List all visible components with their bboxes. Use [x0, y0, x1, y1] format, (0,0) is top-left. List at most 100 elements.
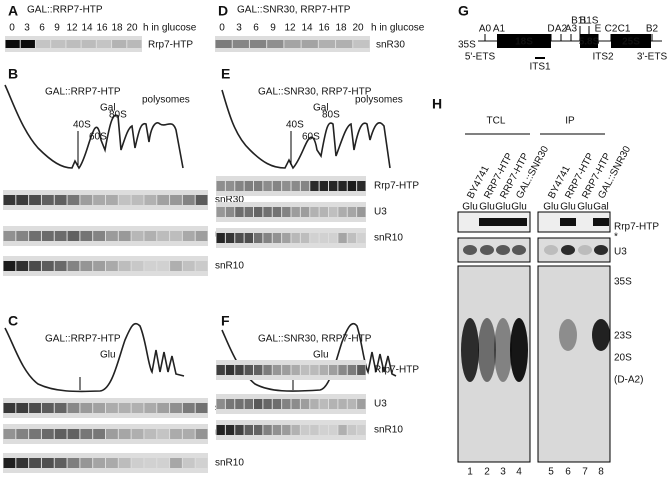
- band: [157, 231, 170, 241]
- smear: [576, 319, 594, 351]
- medium-label: Gal: [593, 202, 609, 213]
- band: [254, 207, 263, 217]
- band: [338, 365, 347, 375]
- site-label: C1: [618, 24, 631, 35]
- band: [127, 40, 142, 48]
- mature-rrna: 18S: [515, 37, 533, 48]
- band: [3, 231, 16, 241]
- blot-label: U3: [374, 207, 387, 218]
- site-label: A0: [479, 24, 492, 35]
- box-25s: [611, 34, 651, 48]
- medium-label: Glu: [511, 202, 527, 213]
- band: [29, 458, 41, 468]
- spacer-label: ITS1: [529, 62, 551, 73]
- band: [80, 403, 93, 413]
- lane-number: 3: [500, 467, 506, 478]
- blot: [216, 176, 366, 196]
- band: [235, 233, 244, 243]
- band: [272, 233, 282, 243]
- band: [310, 181, 319, 191]
- peak-label: 60S: [89, 132, 107, 143]
- band: [263, 233, 272, 243]
- band: [300, 233, 310, 243]
- condition: Gal: [313, 103, 329, 114]
- band: [144, 231, 157, 241]
- band: [300, 425, 310, 435]
- band: [67, 429, 80, 439]
- timepoint: 6: [253, 23, 259, 34]
- band: [300, 207, 310, 217]
- site-label: A2: [555, 24, 568, 35]
- band: [106, 261, 118, 271]
- band: [216, 207, 225, 217]
- band: [329, 233, 338, 243]
- band: [118, 195, 131, 205]
- site-label: B1S: [580, 16, 599, 27]
- band: [272, 399, 282, 409]
- timepoint: 18: [111, 23, 123, 34]
- band: [67, 458, 80, 468]
- gel: [537, 265, 611, 463]
- blot: [215, 36, 370, 52]
- band: [235, 207, 244, 217]
- band: [118, 458, 131, 468]
- band: [41, 458, 54, 468]
- timepoint: 18: [335, 23, 347, 34]
- band: [244, 425, 253, 435]
- band: [272, 365, 282, 375]
- band: [225, 399, 235, 409]
- blot-label: Rrp7-HTP: [148, 40, 193, 51]
- peak-label: 80S: [109, 110, 127, 121]
- band: [106, 195, 118, 205]
- band: [67, 261, 80, 271]
- band: [182, 261, 195, 271]
- profile-b: [4, 84, 184, 170]
- smear: [461, 318, 479, 382]
- panel-letter: E: [221, 66, 230, 82]
- band: [118, 261, 131, 271]
- band: [291, 233, 300, 243]
- timepoint: 3: [236, 23, 242, 34]
- band: [319, 399, 328, 409]
- medium-label: Glu: [543, 202, 559, 213]
- band: [54, 429, 67, 439]
- blot: [3, 424, 208, 444]
- band: [216, 365, 225, 375]
- band: [157, 429, 170, 439]
- band: [195, 429, 208, 439]
- band: [118, 429, 131, 439]
- panel-title: GAL::SNR30, RRP7-HTP: [258, 334, 372, 345]
- band: [329, 399, 338, 409]
- band: [244, 207, 253, 217]
- band: [310, 399, 319, 409]
- band: [254, 365, 263, 375]
- band: [131, 231, 144, 241]
- timepoint: 6: [39, 23, 45, 34]
- band: [249, 40, 267, 48]
- site-label: D: [547, 24, 554, 35]
- band: [353, 40, 370, 48]
- mature-rrna: 5.8S: [579, 37, 600, 48]
- band: [225, 233, 235, 243]
- lane-number: 5: [548, 467, 554, 478]
- panel-letter: C: [8, 313, 18, 329]
- band: [329, 207, 338, 217]
- timepoint: 16: [96, 23, 108, 34]
- band: [54, 195, 67, 205]
- panel-title: GAL::RRP7-HTP: [45, 87, 121, 98]
- band: [291, 365, 300, 375]
- blot-label: U3: [374, 399, 387, 410]
- timepoint: 14: [81, 23, 93, 34]
- band: [195, 261, 208, 271]
- band: [544, 245, 558, 255]
- band: [93, 429, 105, 439]
- band: [182, 458, 195, 468]
- band: [29, 195, 41, 205]
- band: [170, 458, 182, 468]
- band: [106, 231, 118, 241]
- band: [157, 458, 170, 468]
- band: [3, 429, 16, 439]
- band: [263, 207, 272, 217]
- band: [480, 245, 494, 255]
- band: [479, 218, 495, 226]
